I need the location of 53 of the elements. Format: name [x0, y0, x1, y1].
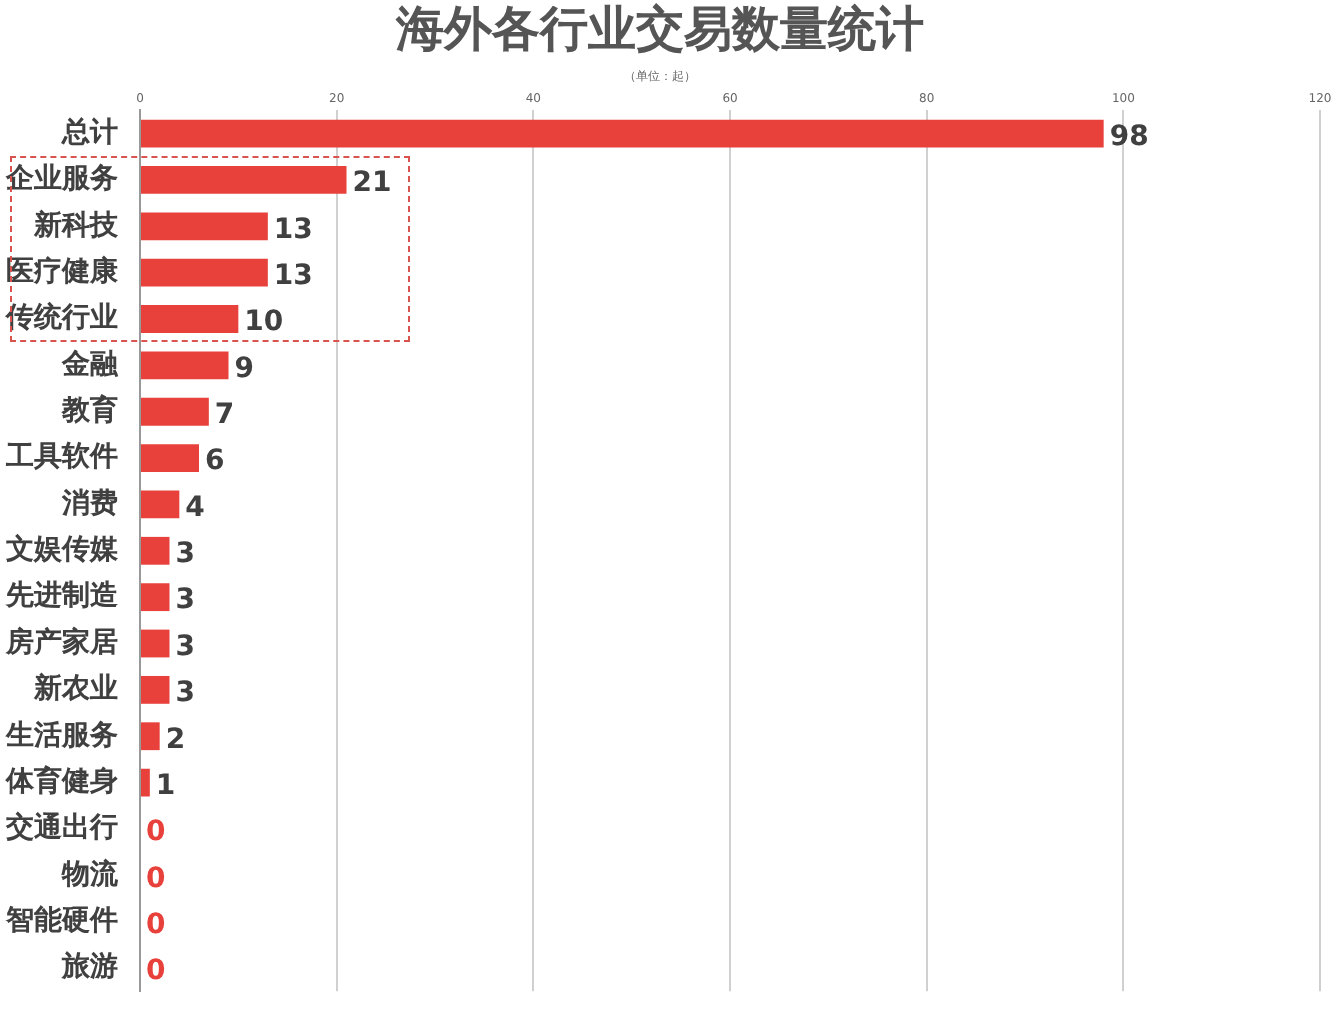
- y-tick-label: 医疗健康: [6, 253, 120, 288]
- data-label: 13: [273, 259, 313, 292]
- data-label: 3: [175, 538, 195, 571]
- y-tick-label: 工具软件: [4, 441, 118, 474]
- data-label: 7: [214, 399, 235, 432]
- data-label: 2: [165, 723, 186, 756]
- bar: [141, 490, 180, 519]
- data-label: 1: [155, 769, 176, 802]
- bar: [141, 722, 160, 751]
- data-label: 0: [146, 908, 166, 941]
- data-label: 4: [185, 491, 206, 524]
- y-tick-label: 教育: [60, 393, 118, 428]
- y-tick-label: 企业服务: [4, 163, 118, 196]
- data-label: 10: [244, 306, 284, 339]
- y-tick-label: 总计: [60, 116, 118, 149]
- y-tick-label: 物流: [60, 856, 120, 891]
- bar: [141, 397, 209, 426]
- data-label: 98: [1109, 120, 1149, 153]
- data-label: 3: [175, 630, 195, 663]
- data-label: 21: [352, 167, 392, 200]
- bar: [141, 305, 239, 333]
- data-label: 3: [175, 677, 195, 710]
- data-label: 13: [273, 213, 313, 246]
- y-tick-label: 消费: [60, 487, 118, 520]
- y-tick-label: 金融: [60, 348, 120, 381]
- bar: [141, 444, 199, 472]
- y-tick-label: 先进制造: [4, 580, 120, 613]
- y-tick-label: 生活服务: [4, 719, 118, 752]
- bar: [141, 675, 170, 704]
- y-tick-label: 旅游: [60, 951, 118, 984]
- bar: [141, 119, 1104, 148]
- y-tick-label: 新农业: [32, 671, 118, 706]
- y-tick-label: 交通出行: [4, 810, 118, 845]
- bar: [141, 166, 347, 194]
- y-tick-label: 体育健身: [4, 763, 118, 798]
- bar: [141, 629, 170, 658]
- bar: [141, 258, 268, 287]
- data-label: 0: [146, 862, 166, 895]
- bar: [141, 536, 170, 565]
- bar: [141, 583, 170, 612]
- bar: [141, 351, 229, 380]
- data-label: 9: [234, 352, 254, 385]
- bar: [141, 768, 150, 797]
- y-tick-label: 智能硬件: [4, 904, 118, 937]
- y-tick-label: 文娱传媒: [4, 532, 120, 567]
- bar: [141, 212, 268, 241]
- data-label: 0: [146, 955, 166, 988]
- y-tick-label: 房产家居: [4, 624, 118, 659]
- chart-title: 海外各行业交易数量统计: [394, 1, 924, 58]
- data-label: 3: [175, 584, 195, 617]
- data-label: 0: [146, 816, 166, 849]
- y-tick-label: 新科技: [32, 207, 120, 242]
- data-label: 6: [205, 445, 225, 478]
